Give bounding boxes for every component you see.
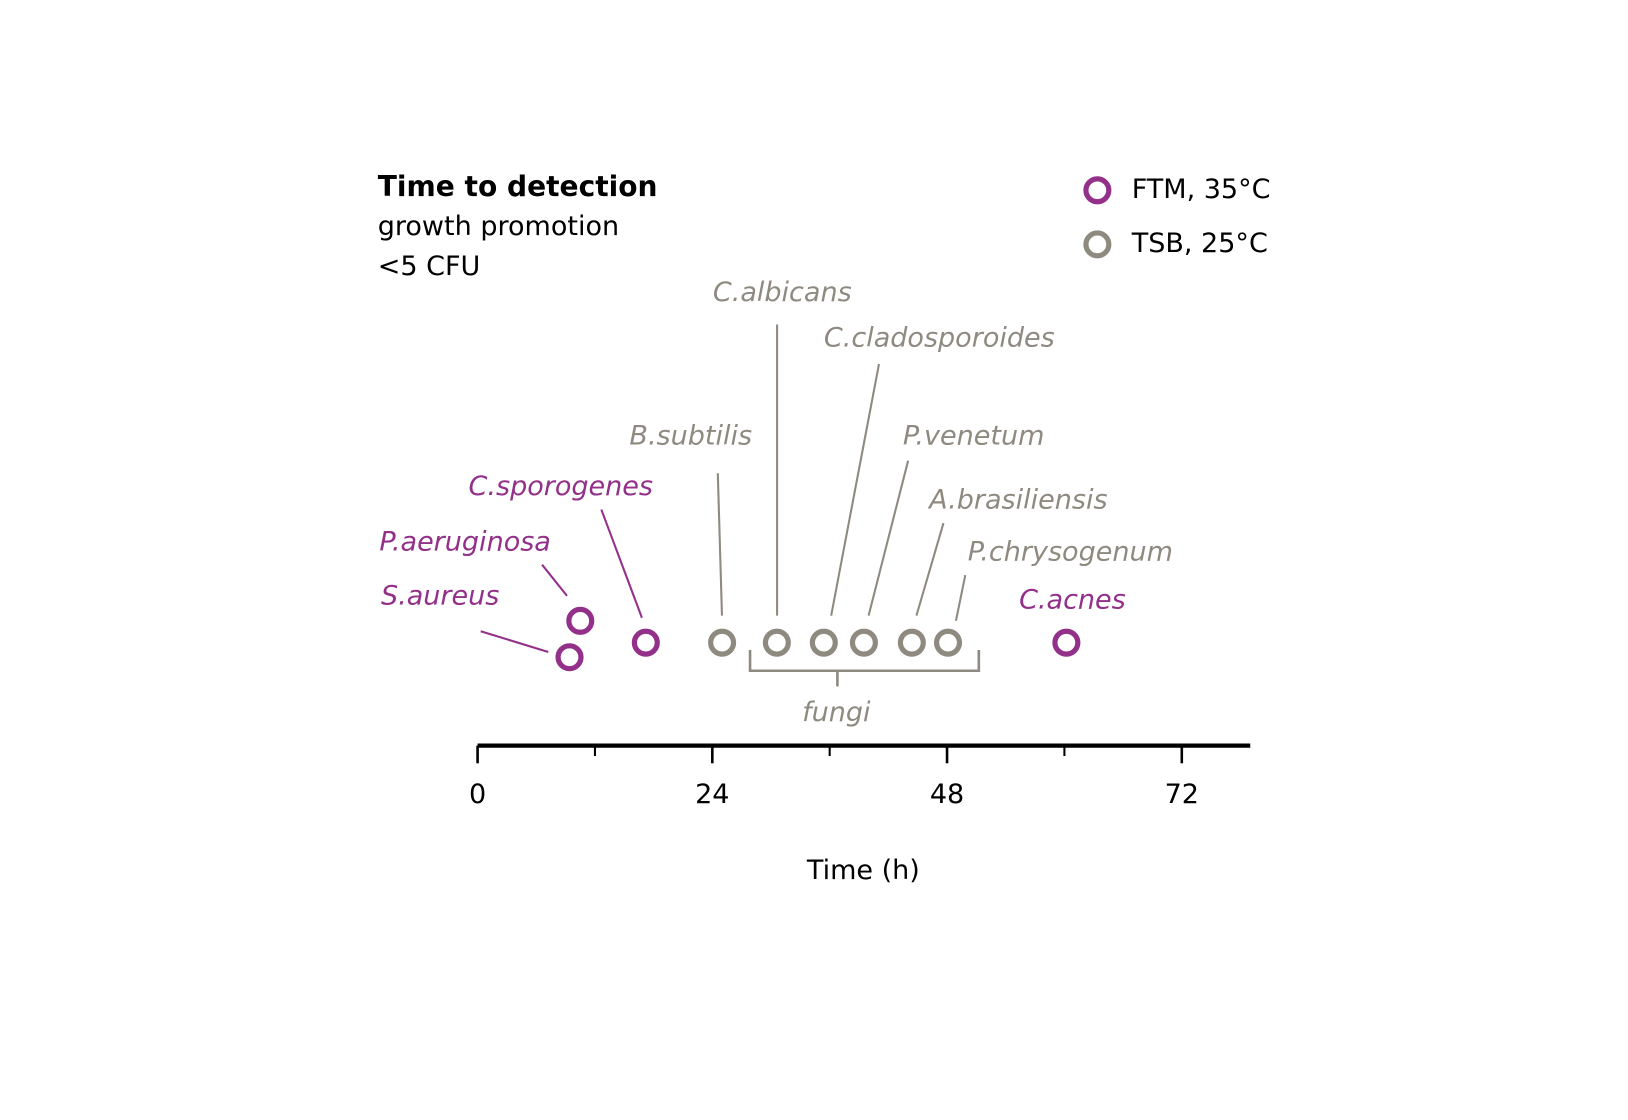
leader-line (867, 460, 910, 616)
leader-line (954, 574, 967, 622)
chart-title: Time to detection (378, 170, 658, 203)
leader-line (830, 363, 881, 616)
point-label: P.aeruginosa (379, 526, 550, 557)
leader-line (915, 522, 945, 616)
point (555, 643, 584, 672)
fungi-bracket (748, 649, 981, 687)
point-label: C.cladosporoides (824, 323, 1055, 354)
point-label: S.aureus (381, 580, 499, 611)
point (762, 628, 791, 657)
point (1052, 628, 1081, 657)
legend-marker (1083, 176, 1112, 205)
annotation: fungi (802, 697, 871, 728)
point (631, 628, 660, 657)
point-label: P.venetum (903, 420, 1045, 451)
point-label: C.sporogenes (469, 471, 653, 502)
x-tick-label: 0 (469, 779, 486, 810)
x-tick-label: 48 (930, 779, 964, 810)
point (897, 628, 926, 657)
point-label: C.albicans (713, 277, 852, 308)
chart-subtitle: <5 CFU (378, 251, 481, 282)
x-tick-label: 24 (695, 779, 729, 810)
leader-line (716, 473, 724, 616)
x-axis-label: Time (h) (806, 855, 920, 886)
point (849, 628, 878, 657)
point (809, 628, 838, 657)
point (566, 606, 595, 635)
legend-marker (1083, 230, 1112, 259)
point (708, 628, 737, 657)
point-label: C.acnes (1019, 585, 1126, 616)
legend-label: FTM, 35°C (1132, 174, 1271, 205)
point (933, 628, 963, 657)
point-label: P.chrysogenum (968, 537, 1173, 568)
legend-label: TSB, 25°C (1131, 228, 1268, 259)
x-tick-label: 72 (1165, 779, 1199, 810)
leader-line (541, 564, 568, 597)
point-label: A.brasiliensis (927, 485, 1107, 516)
chart-subtitle: growth promotion (378, 211, 619, 242)
leader-line (480, 630, 549, 654)
point-label: B.subtilis (629, 420, 752, 451)
leader-line (600, 509, 643, 619)
